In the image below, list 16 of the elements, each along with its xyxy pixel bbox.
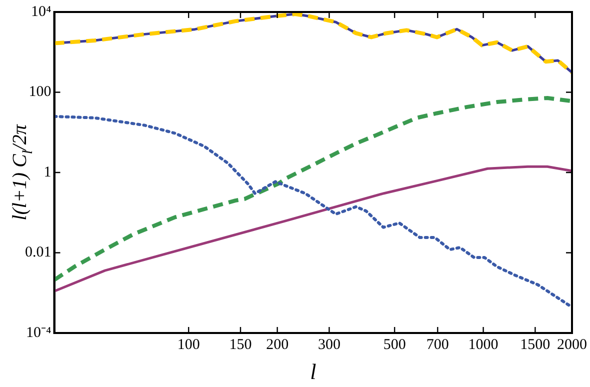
x-tick-label: 300 [318,336,340,353]
x-tick-label: 1500 [520,336,550,353]
x-tick-label: 500 [383,336,406,353]
x-tick-label: 200 [266,336,289,353]
y-tick-label: 100 [28,84,52,100]
y-axis-title: l(l+1) Cl/2π [9,124,36,220]
x-tick-label: 150 [229,336,252,353]
x-tick-label: 2000 [557,336,587,353]
x-tick-label: 100 [177,336,200,353]
y-tick-label: 10⁴ [31,4,52,20]
x-tick-label: 1000 [468,336,498,353]
y-tick-label: 1 [44,164,52,180]
y-tick-label: 10⁻⁴ [26,324,52,341]
x-axis-title: l [310,359,316,384]
x-tick-label: 700 [426,336,449,353]
y-tick-label: 0.01 [25,244,52,261]
